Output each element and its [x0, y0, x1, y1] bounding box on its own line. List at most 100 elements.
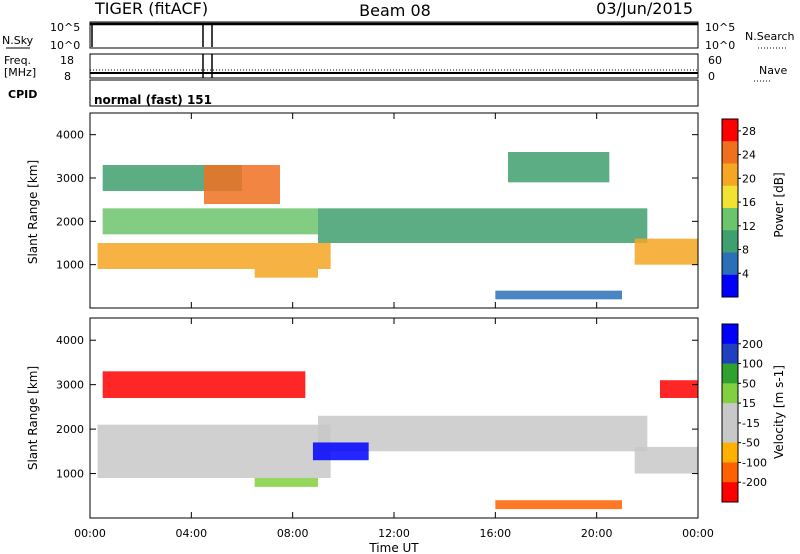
power-panel: 1000 2000 3000 4000 Slant Range [km] 4 8 12 16…: [26, 112, 786, 309]
station-title: TIGER (fitACF): [94, 0, 208, 18]
power-band-5: [318, 208, 648, 243]
colorbar-tick-label: -50: [742, 437, 760, 450]
colorbar-tick-label: 4: [742, 267, 749, 280]
colorbar-tick-label: 28: [742, 125, 756, 138]
nave-tick-top: 60: [708, 54, 722, 67]
power-band-8: [508, 152, 610, 183]
colorbar-cell: [722, 383, 738, 404]
colorbar-cell: [722, 141, 738, 164]
colorbar-cell: [722, 324, 738, 345]
colorbar-cell: [722, 185, 738, 209]
colorbar-cell: [722, 252, 738, 276]
colorbar-tick-label: 8: [742, 244, 749, 257]
x-tick-label: 16:00: [479, 527, 511, 540]
velocity-band-4: [254, 478, 318, 487]
power-ylabel: Slant Range [km]: [26, 160, 40, 264]
y-tick-label: 4000: [56, 129, 84, 142]
colorbar-cell: [722, 274, 738, 298]
power-colorbar: 4 8 12 16 20 24 28: [721, 118, 756, 298]
x-tick-label: 04:00: [175, 527, 207, 540]
velocity-band-5: [495, 500, 622, 510]
x-tick-label: 00:00: [682, 527, 714, 540]
colorbar-tick-label: -100: [742, 456, 767, 469]
velocity-ylabel: Slant Range [km]: [26, 366, 40, 470]
velocity-y-ticks: 1000 2000 3000 4000: [56, 334, 698, 481]
freq-strip: Freq. [MHz] 18 8 60 0 Nave: [4, 53, 787, 83]
x-tick-label: 20:00: [581, 527, 613, 540]
y-tick-label: 1000: [56, 259, 84, 272]
colorbar-cell: [722, 363, 738, 384]
nsky-strip: N.Sky 10^5 10^0 10^5 10^0 N.Search: [2, 21, 795, 52]
velocity-band-1: [318, 415, 648, 452]
nave-tick-bottom: 0: [708, 70, 715, 83]
x-axis-ticks: 00:00 04:00 08:00 12:00 16:00 20:00 00:00: [74, 113, 714, 540]
nave-label: Nave: [759, 64, 787, 77]
y-tick-label: 3000: [56, 379, 84, 392]
colorbar-cell: [722, 343, 738, 365]
date-title: 03/Jun/2015: [596, 0, 693, 18]
cpid-label: CPID: [8, 88, 37, 101]
velocity-band-6: [634, 446, 698, 474]
colorbar-frame: [721, 118, 739, 298]
nsky-tick-bottom: 10^0: [50, 39, 80, 52]
freq-tick-bottom: 8: [64, 70, 71, 83]
velocity-band-2: [102, 371, 306, 398]
velocity-panel: 1000 2000 3000 4000 Slant Range [km] 200 100…: [26, 317, 786, 519]
x-tick-label: 12:00: [378, 527, 410, 540]
velocity-band-3: [312, 442, 369, 461]
colorbar-frame: [721, 323, 739, 503]
colorbar-tick-label: 24: [742, 149, 756, 162]
colorbar-cell: [722, 230, 738, 253]
y-tick-label: 4000: [56, 334, 84, 347]
y-tick-label: 1000: [56, 468, 84, 481]
y-tick-label: 2000: [56, 215, 84, 228]
nsearch-tick-top: 10^5: [705, 21, 735, 34]
colorbar-cell: [722, 163, 738, 187]
colorbar-tick-label: 100: [742, 358, 763, 371]
colorbar-cell: [722, 442, 738, 463]
velocity-band-7: [660, 380, 698, 398]
colorbar-tick-label: 20: [742, 172, 756, 185]
power-band-6: [495, 290, 622, 300]
power-band-7: [634, 238, 698, 265]
y-tick-label: 3000: [56, 172, 84, 185]
freq-label-line2: [MHz]: [4, 66, 36, 79]
colorbar-cell: [722, 462, 738, 483]
colorbar-tick-label: -200: [742, 476, 767, 489]
cpid-strip: CPID normal (fast) 151: [8, 79, 699, 107]
velocity-band-0: [97, 424, 331, 478]
colorbar-tick-label: 50: [742, 377, 756, 390]
colorbar-tick-label: -15: [742, 417, 760, 430]
nsky-label: N.Sky: [2, 34, 34, 47]
colorbar-tick-label: 16: [742, 196, 756, 209]
freq-label-line1: Freq.: [4, 54, 31, 67]
colorbar-cell: [722, 482, 738, 503]
velocity-colorbar: 200 100 50 15 -15 -50 -100 -200: [721, 323, 767, 503]
cpid-value: normal (fast) 151: [94, 93, 212, 107]
freq-tick-top: 18: [60, 54, 74, 67]
x-tick-label: 00:00: [74, 527, 106, 540]
power-band-0: [97, 243, 331, 269]
power-y-ticks: 1000 2000 3000 4000: [56, 129, 698, 272]
nsky-tick-top: 10^5: [50, 21, 80, 34]
colorbar-tick-label: 12: [742, 220, 756, 233]
beam-title: Beam 08: [359, 1, 431, 20]
colorbar-tick-label: 15: [742, 397, 756, 410]
power-colorbar-label: Power [dB]: [772, 172, 786, 237]
nsearch-tick-bottom: 10^0: [705, 39, 735, 52]
velocity-colorbar-label: Velocity [m s-1]: [772, 365, 786, 459]
colorbar-tick-label: 200: [742, 338, 763, 351]
colorbar-cell: [722, 403, 738, 424]
power-band-4: [254, 269, 318, 278]
colorbar-cell: [722, 422, 738, 444]
colorbar-cell: [722, 208, 738, 231]
y-tick-label: 2000: [56, 423, 84, 436]
power-data-layer: [97, 152, 698, 300]
power-band-3: [204, 165, 280, 204]
velocity-data-layer: [97, 371, 698, 510]
power-band-1: [102, 208, 319, 235]
colorbar-cell: [722, 119, 738, 142]
x-axis-label: Time UT: [368, 541, 419, 554]
nsearch-label: N.Search: [745, 30, 795, 43]
